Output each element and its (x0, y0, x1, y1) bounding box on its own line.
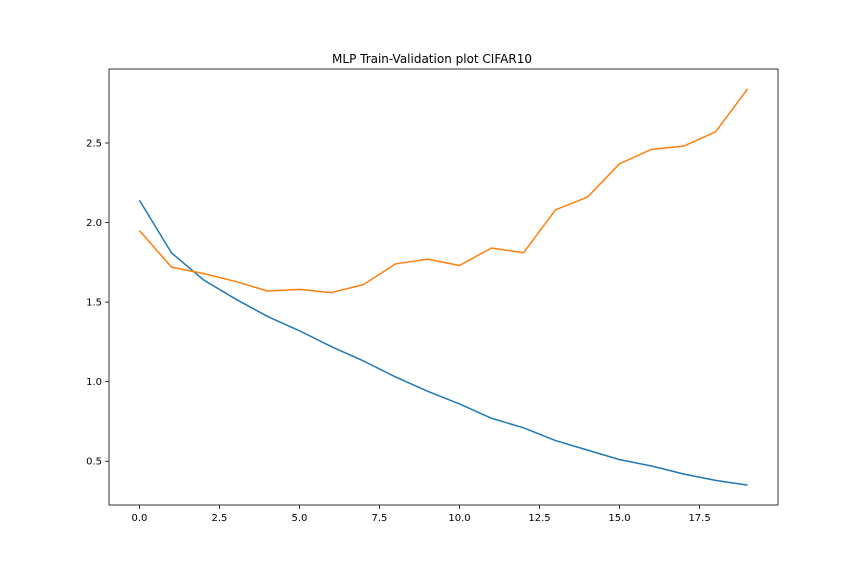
y-tick-label: 1.0 (86, 377, 102, 388)
series-line-2 (138, 88, 749, 294)
y-tick-label: 0.5 (86, 457, 102, 468)
x-tick-label: 0.0 (131, 513, 147, 524)
y-tick-label: 2.5 (86, 138, 102, 149)
x-tick-label: 7.5 (372, 513, 388, 524)
series-line-1 (138, 199, 748, 486)
x-tick-label: 2.5 (211, 513, 227, 524)
chart-title: MLP Train-Validation plot CIFAR10 (332, 52, 532, 66)
x-tick-label: 5.0 (292, 513, 308, 524)
x-tick-label: 15.0 (608, 513, 630, 524)
axes-frame (108, 68, 779, 506)
x-tick-label: 17.5 (688, 513, 710, 524)
x-tick-label: 10.0 (448, 513, 470, 524)
x-tick-label: 12.5 (528, 513, 550, 524)
y-tick-label: 2.0 (86, 218, 102, 229)
y-tick-label: 1.5 (86, 298, 102, 309)
